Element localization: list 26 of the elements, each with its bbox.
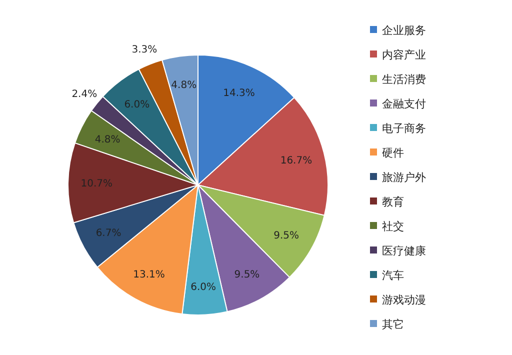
data-label: 14.3% (223, 88, 255, 99)
data-label: 4.8% (171, 80, 197, 92)
legend-label: 内容产业 (382, 48, 426, 62)
data-label: 16.7% (280, 155, 312, 166)
legend-label: 汽车 (382, 268, 404, 282)
data-label: 4.8% (94, 134, 120, 146)
data-label: 6.0% (190, 282, 216, 293)
legend-label: 其它 (382, 318, 404, 331)
legend-label: 生活消费 (382, 72, 426, 86)
data-label: 6.0% (124, 100, 150, 111)
data-label: 9.5% (274, 230, 300, 242)
data-label: 13.1% (133, 269, 165, 280)
legend-label: 教育 (382, 195, 404, 208)
data-label: 3.3% (132, 44, 158, 56)
legend-label: 社交 (382, 220, 404, 233)
legend-label: 金融支付 (382, 97, 426, 110)
legend-label: 硬件 (382, 146, 404, 160)
data-label: 10.7% (80, 178, 113, 190)
legend-label: 电子商务 (382, 122, 426, 135)
legend-label: 医疗健康 (382, 244, 426, 258)
data-label: 6.7% (96, 228, 122, 240)
legend-label: 旅游户外 (382, 170, 426, 184)
legend-label: 企业服务 (382, 24, 426, 37)
legend-label: 游戏动漫 (382, 293, 426, 306)
data-label: 2.4% (72, 88, 98, 100)
data-label: 9.5% (234, 269, 260, 280)
